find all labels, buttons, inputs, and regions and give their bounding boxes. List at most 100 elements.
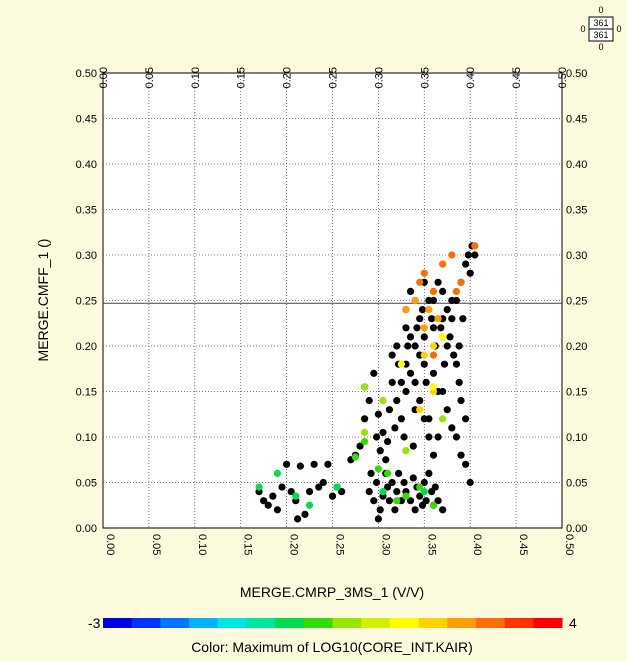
data-point bbox=[428, 315, 436, 323]
data-point bbox=[409, 442, 417, 450]
color-scale-swatch bbox=[418, 618, 448, 628]
data-point bbox=[361, 383, 369, 391]
y-tick-label-left: 0.40 bbox=[76, 159, 97, 171]
y-tick-label-left: 0.20 bbox=[76, 341, 97, 353]
x-axis-title: MERGE.CMRP_3MS_1 (V/V) bbox=[240, 584, 424, 600]
data-point bbox=[420, 333, 428, 341]
data-point bbox=[466, 269, 474, 277]
data-point bbox=[411, 506, 419, 514]
data-point bbox=[310, 460, 318, 468]
data-point bbox=[459, 315, 467, 323]
data-point bbox=[383, 483, 392, 491]
data-point bbox=[452, 360, 461, 368]
data-point bbox=[443, 306, 451, 314]
data-point bbox=[393, 342, 401, 350]
data-point bbox=[411, 342, 419, 350]
data-point bbox=[333, 483, 341, 491]
data-point bbox=[402, 306, 410, 314]
x-tick-label-top: 0.05 bbox=[144, 67, 156, 88]
y-tick-label-left: 0.30 bbox=[76, 250, 97, 262]
data-point bbox=[406, 369, 415, 377]
data-point bbox=[361, 428, 369, 437]
data-point bbox=[379, 488, 387, 496]
x-tick-label-top: 0.20 bbox=[282, 67, 294, 88]
data-point bbox=[400, 478, 408, 487]
y-tick-label-right: 0.10 bbox=[566, 432, 587, 444]
data-point bbox=[448, 251, 456, 259]
data-point bbox=[402, 447, 410, 455]
data-point bbox=[372, 478, 381, 487]
color-scale-swatch bbox=[303, 618, 333, 628]
data-point bbox=[305, 488, 314, 496]
data-point bbox=[409, 474, 417, 482]
color-scale-swatch bbox=[217, 618, 247, 628]
data-point bbox=[319, 478, 327, 487]
x-tick-label-top: 0.15 bbox=[236, 67, 248, 88]
data-point bbox=[413, 324, 421, 332]
color-scale-max: 4 bbox=[569, 615, 577, 631]
data-point bbox=[383, 469, 392, 477]
data-point bbox=[429, 342, 438, 350]
data-point bbox=[406, 333, 415, 341]
x-tick-label-bottom: 0.00 bbox=[104, 534, 116, 555]
color-scale-swatch bbox=[246, 618, 276, 628]
y-tick-label-right: 0.35 bbox=[566, 205, 587, 217]
data-point bbox=[292, 492, 300, 500]
x-tick-label-bottom: 0.10 bbox=[196, 534, 208, 555]
data-point bbox=[471, 251, 479, 259]
data-points bbox=[255, 242, 479, 523]
y-tick-label-right: 0.40 bbox=[566, 159, 587, 171]
stats-right: 0 bbox=[616, 24, 621, 34]
data-point bbox=[388, 351, 396, 359]
x-tick-label-bottom: 0.25 bbox=[334, 534, 346, 555]
data-point bbox=[324, 460, 332, 468]
data-point bbox=[457, 278, 465, 286]
data-point bbox=[388, 478, 396, 487]
y-tick-label-right: 0.15 bbox=[566, 387, 587, 399]
data-point bbox=[439, 287, 447, 295]
data-point bbox=[439, 333, 447, 341]
color-scale-swatch bbox=[447, 618, 477, 628]
data-point bbox=[365, 397, 373, 405]
data-point bbox=[411, 296, 419, 305]
data-point bbox=[462, 415, 470, 423]
data-point bbox=[425, 433, 433, 441]
color-scale-swatch bbox=[160, 618, 190, 628]
color-scale-label: Color: Maximum of LOG10(CORE_INT.KAIR) bbox=[191, 639, 473, 655]
data-point bbox=[429, 351, 438, 359]
data-point bbox=[393, 488, 401, 496]
stats-top: 0 bbox=[598, 5, 603, 15]
y-tick-label-right: 0.30 bbox=[566, 250, 587, 262]
data-point bbox=[446, 333, 454, 341]
data-point bbox=[367, 469, 375, 477]
data-point bbox=[431, 483, 439, 491]
data-point bbox=[356, 442, 364, 450]
data-point bbox=[402, 387, 410, 396]
x-tick-label-top: 0.45 bbox=[511, 67, 523, 88]
data-point bbox=[287, 488, 295, 496]
data-point bbox=[351, 453, 360, 461]
color-scale-swatch bbox=[504, 618, 534, 628]
data-point bbox=[443, 342, 451, 350]
x-tick-label-bottom: 0.20 bbox=[288, 534, 300, 555]
data-point bbox=[255, 483, 263, 491]
data-point bbox=[305, 501, 314, 509]
y-tick-label-left: 0.05 bbox=[76, 478, 97, 490]
data-point bbox=[434, 497, 442, 505]
data-point bbox=[429, 324, 438, 332]
data-point bbox=[434, 315, 442, 323]
data-point bbox=[439, 387, 447, 396]
color-scale-swatch bbox=[389, 618, 420, 628]
x-tick-label-top: 0.35 bbox=[419, 67, 431, 88]
data-point bbox=[471, 242, 479, 250]
data-point bbox=[429, 287, 438, 295]
data-point bbox=[404, 342, 412, 350]
data-point bbox=[420, 488, 428, 496]
data-point bbox=[361, 415, 369, 423]
y-axis-title: MERGE.CMFF_1 () bbox=[35, 239, 51, 362]
data-point bbox=[448, 424, 456, 432]
data-point bbox=[372, 433, 381, 441]
data-point bbox=[422, 497, 430, 505]
color-scale-bar bbox=[103, 618, 563, 628]
